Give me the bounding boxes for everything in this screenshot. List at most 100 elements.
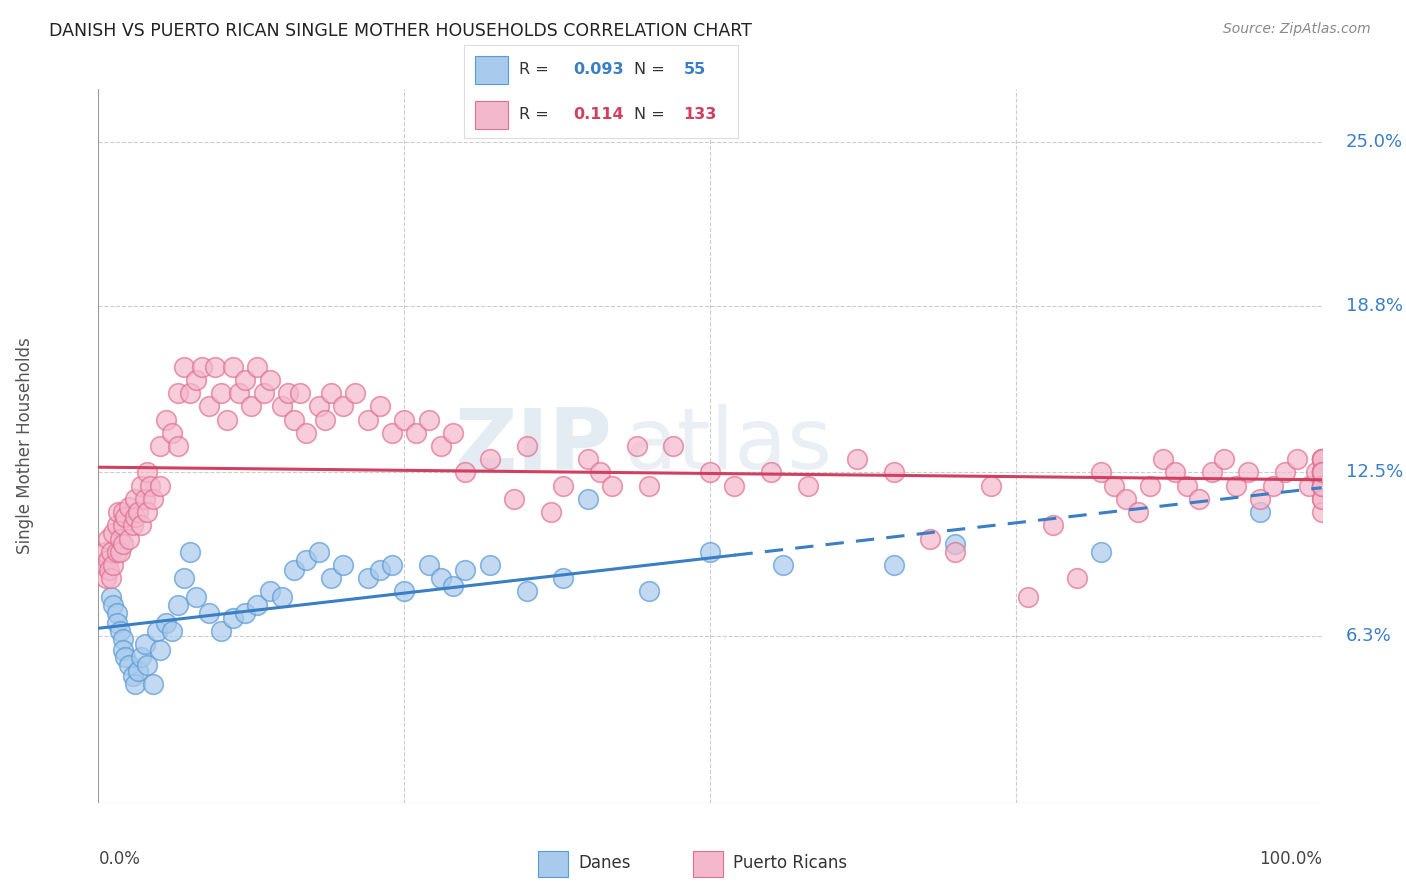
Bar [475,56,508,84]
Point [332,558,354,572]
Point [222,611,245,625]
Point [204,359,226,374]
Point [441,579,464,593]
Point [1164,466,1187,480]
Point [105,518,128,533]
Point [186,590,208,604]
Text: R =: R = [519,107,558,122]
Point [392,584,416,599]
Point [1212,452,1234,467]
Text: R =: R = [519,62,554,78]
Point [1188,491,1211,506]
Point [637,478,661,492]
Point [308,400,330,414]
Point [295,425,318,440]
Point [540,505,562,519]
Point [222,359,245,374]
Point [1274,466,1296,480]
Point [503,491,526,506]
Point [121,518,143,533]
Point [430,571,453,585]
Point [418,558,440,572]
Point [1175,478,1198,492]
Text: 12.5%: 12.5% [1346,464,1403,482]
Point [142,677,165,691]
Point [246,598,269,612]
Bar [475,101,508,129]
Point [270,590,294,604]
Point [1090,545,1112,559]
Text: 6.3%: 6.3% [1346,627,1392,645]
Point [1310,466,1333,480]
Point [228,386,250,401]
Point [97,532,120,546]
Point [197,400,219,414]
Point [418,412,440,426]
Point [100,571,122,585]
Point [97,552,120,566]
Point [233,606,256,620]
Point [100,590,122,604]
Point [1310,452,1333,467]
Point [381,558,404,572]
Point [1310,452,1333,467]
Point [600,478,623,492]
Text: 55: 55 [683,62,706,78]
Point [215,412,238,426]
Bar [693,851,723,877]
Point [118,500,141,514]
Point [295,552,318,566]
Point [883,466,905,480]
Point [134,637,156,651]
Point [136,658,159,673]
Point [1128,505,1150,519]
Point [127,664,149,678]
Point [259,584,281,599]
Text: ZIP: ZIP [454,404,612,488]
Point [93,545,115,559]
Point [368,400,391,414]
Point [114,510,136,524]
Bar [537,851,568,877]
Point [124,677,146,691]
Point [110,532,132,546]
Point [277,386,299,401]
Point [553,571,575,585]
Point [1310,466,1333,480]
Point [516,584,538,599]
Point [1310,491,1333,506]
Point [943,537,966,551]
Point [1310,491,1333,506]
Point [1310,478,1333,492]
Point [155,412,177,426]
Point [405,425,427,440]
Point [167,386,190,401]
Point [1310,466,1333,480]
Point [270,400,294,414]
Point [1310,478,1333,492]
Point [553,478,575,492]
Point [699,545,721,559]
Point [107,505,129,519]
Point [167,598,190,612]
Point [319,571,342,585]
Point [1261,478,1284,492]
Point [1201,466,1223,480]
Point [111,518,134,533]
Point [478,452,501,467]
Point [283,412,305,426]
Text: Puerto Ricans: Puerto Ricans [734,854,848,872]
Point [127,505,149,519]
Point [576,452,599,467]
Point [179,386,201,401]
Point [149,478,172,492]
Point [118,532,141,546]
Point [454,466,477,480]
Point [252,386,274,401]
Point [1042,518,1064,533]
Text: 18.8%: 18.8% [1346,297,1403,315]
Point [797,478,820,492]
Point [149,439,172,453]
Point [1115,491,1137,506]
Point [240,400,263,414]
